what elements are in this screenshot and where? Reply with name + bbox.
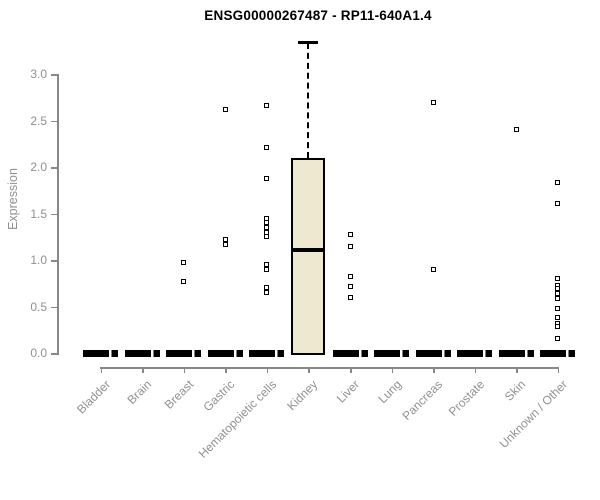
outlier-point	[555, 286, 561, 292]
zero-expression-bar	[207, 350, 243, 357]
outlier-point	[555, 180, 561, 186]
outlier-point	[222, 237, 228, 243]
outlier-point	[222, 106, 228, 112]
y-axis-tick	[51, 306, 57, 308]
outlier-point	[555, 276, 561, 282]
zero-expression-bar	[166, 350, 202, 357]
zero-expression-bar	[374, 350, 410, 357]
zero-expression-bar	[457, 350, 493, 357]
y-axis-tick	[51, 74, 57, 76]
chart-title: ENSG00000267487 - RP11-640A1.4	[204, 8, 432, 23]
zero-expression-bar	[124, 350, 160, 357]
outlier-point	[264, 224, 270, 230]
y-axis-tick	[51, 213, 57, 215]
y-tick-label: 1.0	[30, 253, 47, 267]
x-axis-tick	[225, 367, 227, 373]
outlier-point	[264, 215, 270, 221]
outlier-point	[264, 229, 270, 235]
x-axis-tick	[557, 367, 560, 373]
outlier-point	[513, 127, 519, 133]
y-axis-tick	[51, 260, 57, 262]
outlier-point	[347, 244, 353, 250]
outlier-point	[555, 290, 561, 296]
outlier-point	[430, 266, 436, 272]
box-iqr	[291, 157, 326, 355]
y-axis-tick	[51, 353, 57, 355]
outlier-point	[347, 274, 353, 280]
y-tick-label: 0.5	[30, 299, 47, 314]
outlier-point	[555, 335, 561, 341]
outlier-point	[264, 220, 270, 226]
x-axis-tick	[308, 367, 310, 373]
outlier-point	[555, 315, 561, 321]
outlier-point	[555, 324, 561, 330]
median-line	[291, 247, 326, 253]
zero-expression-bar	[249, 350, 285, 357]
outlier-point	[264, 262, 270, 268]
x-axis-tick	[516, 367, 518, 373]
x-axis-tick	[100, 367, 103, 373]
outlier-point	[264, 234, 270, 240]
y-tick-label: 0.0	[30, 346, 47, 360]
y-axis-tick	[51, 167, 57, 169]
x-axis-tick	[266, 367, 269, 373]
whisker-cap	[298, 41, 319, 44]
y-tick-label: 2.0	[30, 160, 47, 174]
outlier-point	[555, 200, 561, 206]
outlier-point	[222, 241, 228, 247]
outlier-point	[264, 103, 270, 109]
outlier-point	[264, 285, 270, 291]
outlier-point	[430, 100, 436, 106]
outlier-point	[264, 266, 270, 272]
x-axis-tick	[350, 367, 352, 373]
outlier-point	[264, 175, 270, 181]
outlier-point	[347, 284, 353, 290]
zero-expression-bar	[415, 350, 451, 357]
outlier-point	[181, 260, 187, 266]
zero-expression-bar	[540, 350, 576, 357]
zero-expression-bar	[332, 350, 368, 357]
upper-whisker	[307, 43, 310, 158]
outlier-point	[555, 295, 561, 301]
y-tick-label: 3.0	[30, 67, 47, 81]
x-axis-tick	[433, 367, 435, 373]
zero-expression-bar	[83, 350, 119, 357]
x-axis-tick	[183, 367, 186, 373]
x-axis-tick	[474, 367, 477, 373]
y-tick-label: 1.5	[30, 206, 47, 221]
outlier-point	[347, 294, 353, 300]
zero-expression-bar	[498, 350, 534, 357]
outlier-point	[264, 144, 270, 150]
outlier-point	[555, 305, 561, 311]
outlier-point	[264, 290, 270, 296]
x-axis-tick	[391, 367, 394, 373]
outlier-point	[181, 278, 187, 284]
outlier-point	[347, 232, 353, 238]
y-tick-label: 2.5	[30, 113, 47, 128]
x-axis-tick	[142, 367, 144, 373]
y-axis-line	[57, 74, 59, 355]
y-axis-tick	[51, 120, 57, 122]
x-axis-line	[99, 367, 559, 369]
